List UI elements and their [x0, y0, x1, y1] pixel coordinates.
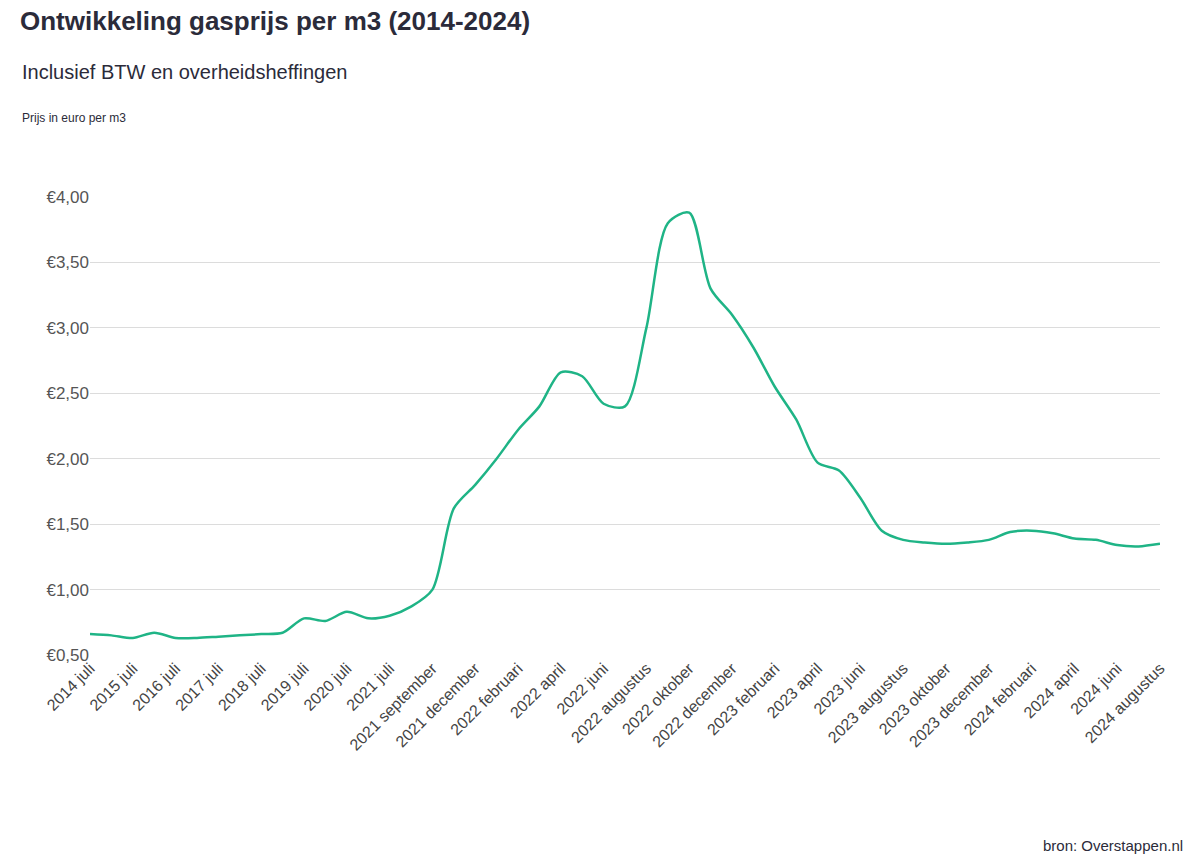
- svg-text:2017 juli: 2017 juli: [172, 660, 226, 714]
- svg-text:2023 april: 2023 april: [764, 660, 826, 722]
- svg-text:2021 juli: 2021 juli: [343, 660, 397, 714]
- svg-text:2022 december: 2022 december: [649, 659, 740, 750]
- svg-text:2021 september: 2021 september: [346, 659, 440, 753]
- svg-text:2022 juni: 2022 juni: [553, 660, 611, 718]
- svg-text:€2,00: €2,00: [46, 450, 89, 469]
- svg-text:€4,00: €4,00: [46, 188, 89, 207]
- svg-text:bron: Overstappen.nl: bron: Overstappen.nl: [1043, 837, 1183, 854]
- svg-text:2024 april: 2024 april: [1020, 660, 1082, 722]
- svg-text:2015 juli: 2015 juli: [86, 660, 140, 714]
- svg-text:2014 juli: 2014 juli: [44, 660, 98, 714]
- svg-text:Inclusief BTW en overheidsheff: Inclusief BTW en overheidsheffingen: [22, 61, 347, 83]
- svg-text:2023 augustus: 2023 augustus: [825, 660, 911, 746]
- svg-text:Ontwikkeling gasprijs per m3 (: Ontwikkeling gasprijs per m3 (2014-2024): [20, 6, 530, 36]
- svg-text:€3,50: €3,50: [46, 253, 89, 272]
- svg-text:2016 juli: 2016 juli: [129, 660, 183, 714]
- svg-text:2022 oktober: 2022 oktober: [619, 659, 698, 738]
- svg-text:2021 december: 2021 december: [392, 659, 483, 750]
- svg-text:Prijs in euro per m3: Prijs in euro per m3: [22, 111, 126, 125]
- svg-text:2023 februari: 2023 februari: [704, 660, 783, 739]
- svg-text:2020 juli: 2020 juli: [300, 660, 354, 714]
- svg-text:2022 februari: 2022 februari: [447, 660, 526, 739]
- svg-text:2022 augustus: 2022 augustus: [568, 660, 654, 746]
- svg-text:€3,00: €3,00: [46, 319, 89, 338]
- svg-text:2023 december: 2023 december: [906, 659, 997, 750]
- svg-text:2019 juli: 2019 juli: [258, 660, 312, 714]
- svg-text:2024 februari: 2024 februari: [961, 660, 1040, 739]
- svg-text:2022 april: 2022 april: [507, 660, 569, 722]
- svg-text:2023 juni: 2023 juni: [810, 660, 868, 718]
- svg-text:€0,50: €0,50: [46, 646, 89, 665]
- svg-text:2024 juni: 2024 juni: [1067, 660, 1125, 718]
- svg-text:2018 juli: 2018 juli: [215, 660, 269, 714]
- svg-text:€1,00: €1,00: [46, 581, 89, 600]
- svg-text:€2,50: €2,50: [46, 384, 89, 403]
- svg-text:2023 oktober: 2023 oktober: [876, 659, 955, 738]
- svg-text:2024 augustus: 2024 augustus: [1082, 660, 1168, 746]
- svg-text:€1,50: €1,50: [46, 515, 89, 534]
